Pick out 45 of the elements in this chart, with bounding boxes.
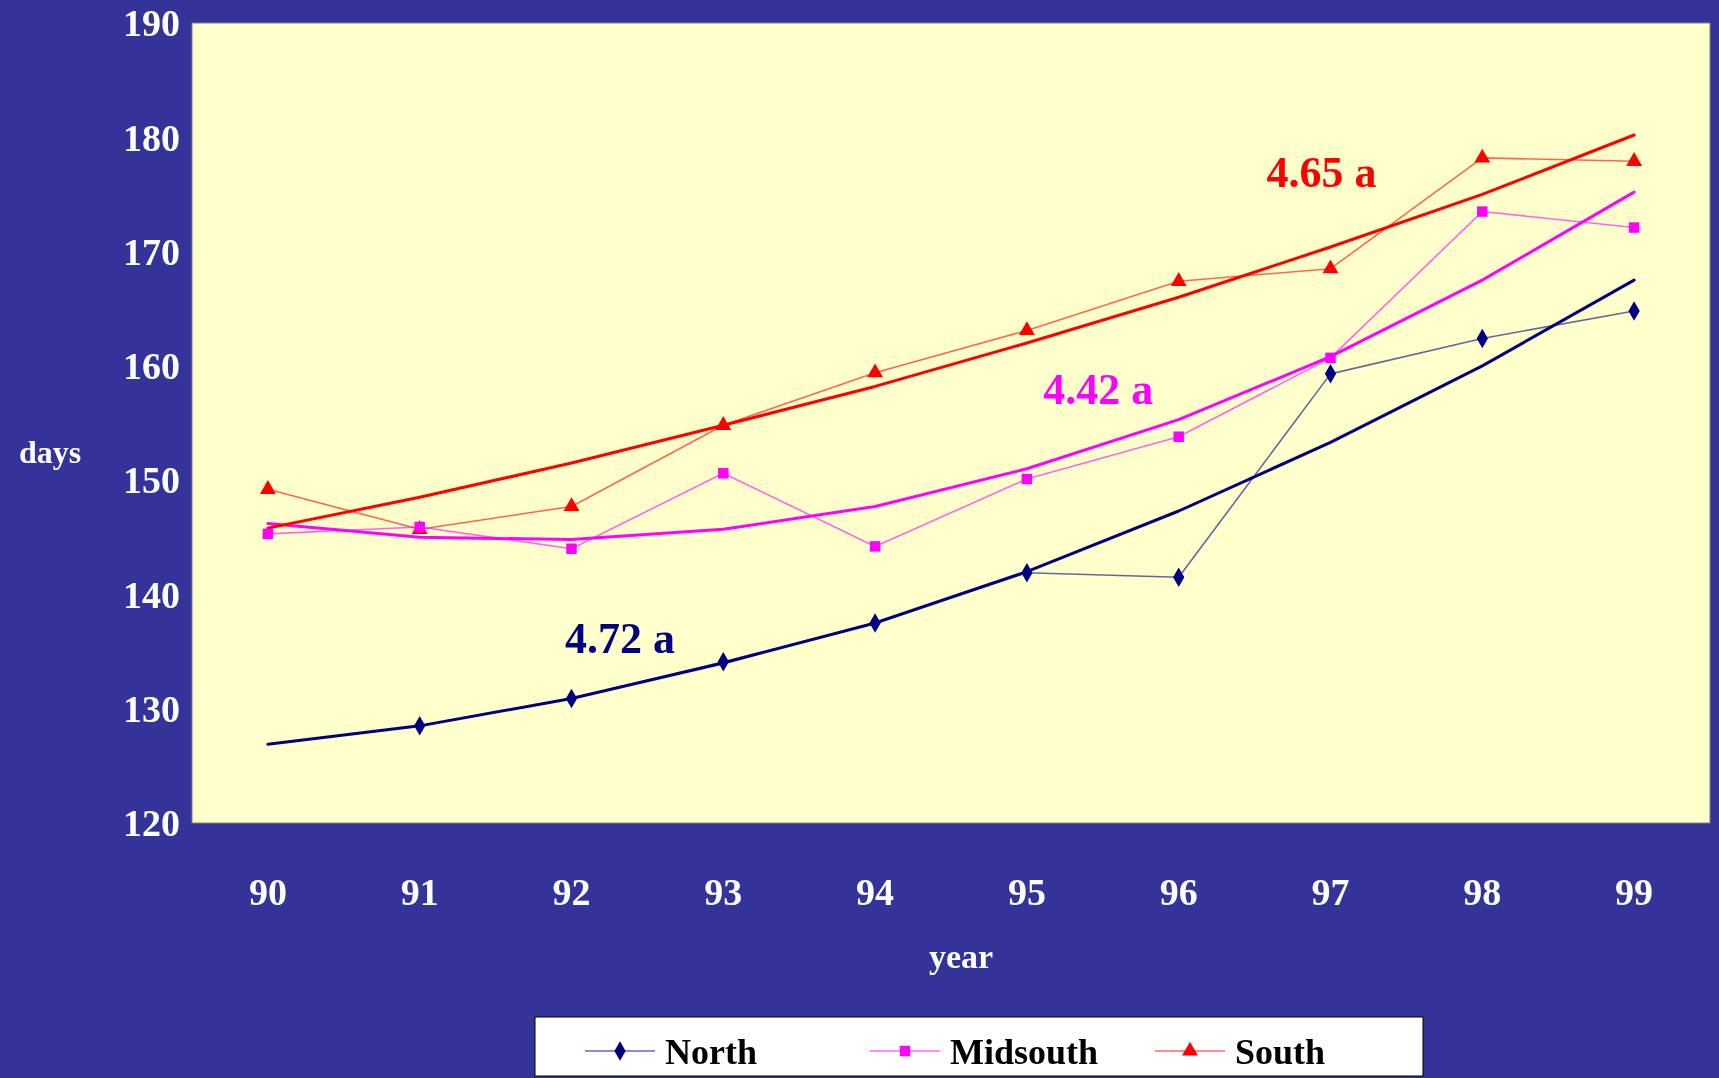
point [715, 416, 732, 430]
y-axis-title: days [18, 433, 82, 470]
point [1474, 148, 1491, 163]
y-tick-label: 180 [123, 116, 180, 159]
point [1170, 272, 1187, 286]
annotation: 4.72 a [565, 613, 676, 663]
point [563, 497, 580, 512]
x-tick-label: 92 [552, 871, 591, 913]
x-tick-label: 98 [1463, 871, 1502, 913]
point [1626, 152, 1643, 166]
annotation: 4.65 a [1266, 148, 1377, 198]
point [1325, 352, 1336, 364]
x-tick-label: 97 [1311, 871, 1350, 913]
line-series [266, 278, 1636, 746]
point [1021, 473, 1033, 485]
annotation: 4.42 a [1043, 365, 1154, 414]
y-tick-label: 150 [123, 459, 180, 502]
x-tick-label: 94 [856, 871, 895, 913]
y-tick-label: 140 [123, 573, 180, 616]
x-axis-title: year [928, 938, 994, 975]
y-tick-label: 120 [123, 802, 180, 845]
point [259, 480, 276, 494]
point [1628, 222, 1640, 233]
point [869, 541, 881, 552]
y-tick-label: 160 [123, 345, 180, 388]
point [566, 543, 577, 554]
point [867, 363, 884, 378]
legend-label: South [1235, 1031, 1326, 1072]
y-tick-label: 170 [123, 230, 180, 273]
legend-label: North [665, 1031, 757, 1072]
point [718, 468, 729, 479]
point [262, 528, 274, 540]
x-tick-label: 95 [1007, 871, 1046, 913]
point [1477, 206, 1488, 217]
point [1173, 431, 1184, 442]
point [1018, 321, 1035, 336]
point [1322, 259, 1339, 274]
y-tick-label: 190 [123, 2, 180, 45]
x-tick-label: 96 [1159, 871, 1198, 913]
legend-label: Midsouth [950, 1031, 1099, 1072]
y-tick-label: 130 [123, 688, 180, 731]
x-tick-label: 90 [248, 871, 287, 913]
x-tick-label: 93 [704, 871, 743, 913]
x-tick-label: 99 [1615, 871, 1654, 913]
x-tick-label: 91 [400, 871, 439, 913]
